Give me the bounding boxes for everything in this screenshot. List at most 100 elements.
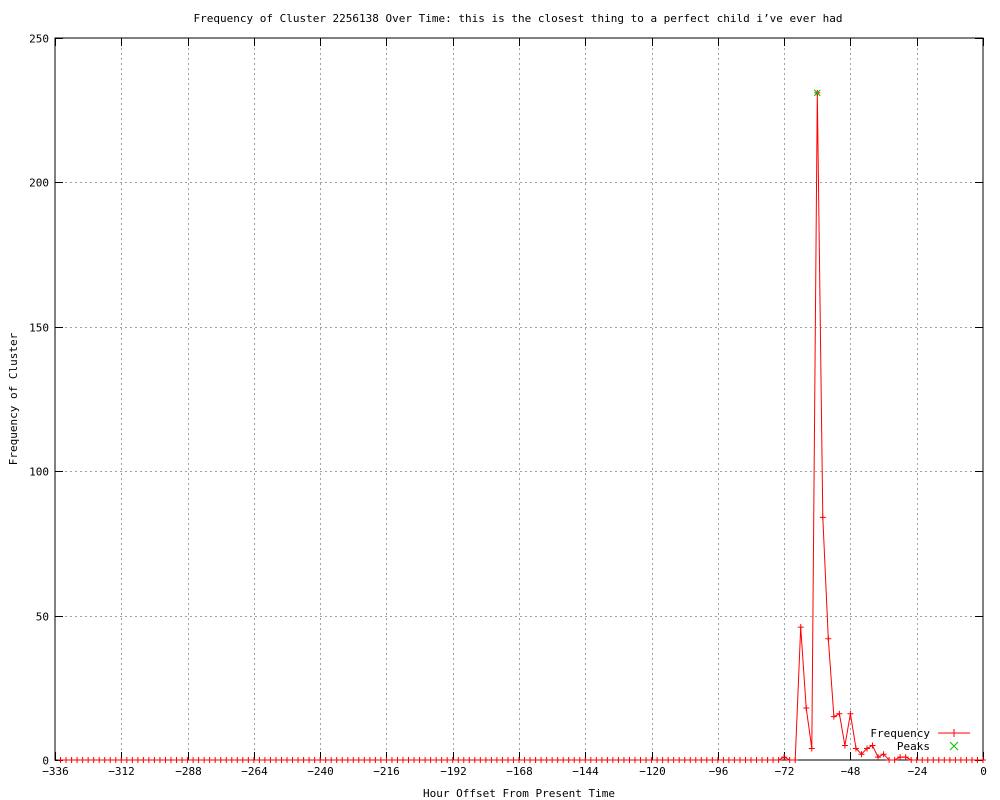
frequency-point <box>151 757 158 763</box>
frequency-point <box>383 757 390 763</box>
chart-title: Frequency of Cluster 2256138 Over Time: … <box>193 12 842 25</box>
frequency-point <box>206 757 213 763</box>
frequency-point <box>466 757 473 763</box>
frequency-point <box>957 757 964 763</box>
frequency-point <box>703 757 710 763</box>
frequency-point <box>792 757 799 763</box>
frequency-point <box>289 757 296 763</box>
frequency-point <box>632 757 638 763</box>
frequency-point <box>643 757 650 763</box>
frequency-point <box>803 705 810 712</box>
frequency-point <box>74 757 81 763</box>
frequency-point <box>366 757 373 763</box>
y-tick-label: 150 <box>29 322 49 335</box>
frequency-point <box>676 757 683 763</box>
frequency-point <box>118 757 125 763</box>
frequency-point <box>753 757 760 763</box>
frequency-point <box>510 757 517 763</box>
frequency-point <box>576 757 583 763</box>
frequency-point <box>427 757 434 763</box>
frequency-point <box>775 757 782 763</box>
frequency-point <box>538 757 545 763</box>
frequency-point <box>355 757 362 763</box>
frequency-point <box>212 757 219 763</box>
frequency-point <box>864 745 870 752</box>
frequency-point <box>875 754 882 761</box>
frequency-point <box>134 757 141 763</box>
frequency-point <box>924 757 931 763</box>
frequency-point <box>129 757 136 763</box>
x-tick-label: −312 <box>108 765 135 778</box>
x-tick-label: −192 <box>440 765 467 778</box>
frequency-point <box>306 757 313 763</box>
frequency-point <box>852 745 859 752</box>
frequency-point <box>140 757 147 763</box>
frequency-point <box>101 757 108 763</box>
frequency-point <box>156 757 163 763</box>
frequency-point <box>455 757 462 763</box>
frequency-point <box>90 757 97 763</box>
frequency-point <box>256 757 263 763</box>
frequency-point <box>836 710 843 717</box>
frequency-point <box>339 757 346 763</box>
frequency-point <box>736 757 743 763</box>
frequency-point <box>902 754 909 761</box>
frequency-point <box>604 757 611 763</box>
frequency-point <box>919 757 926 763</box>
frequency-point <box>145 757 152 763</box>
y-tick-label: 50 <box>36 611 49 624</box>
frequency-point <box>449 757 456 763</box>
series-layer <box>57 89 986 763</box>
frequency-point <box>609 757 616 763</box>
frequency-point <box>560 757 567 763</box>
frequency-point <box>107 757 114 763</box>
peak-point <box>813 89 821 97</box>
frequency-point <box>908 757 915 763</box>
legend-label-frequency: Frequency <box>870 727 930 740</box>
frequency-point <box>162 757 169 763</box>
frequency-point <box>68 757 75 763</box>
frequency-point <box>85 757 92 763</box>
frequency-point <box>593 757 600 763</box>
frequency-point <box>670 757 677 763</box>
frequency-point <box>698 757 705 763</box>
frequency-point <box>748 757 754 763</box>
frequency-point <box>665 757 672 763</box>
frequency-point <box>941 757 948 763</box>
axis-ticks: −336 −312 −288 −264 −240 −216 −192 −168 −144 −120… <box>29 33 987 779</box>
frequency-point <box>770 757 777 763</box>
frequency-point <box>234 757 241 763</box>
frequency-point <box>438 757 445 763</box>
x-tick-label: −72 <box>775 765 795 778</box>
frequency-point <box>709 757 716 763</box>
frequency-point <box>543 757 550 763</box>
frequency-point <box>372 757 379 763</box>
frequency-point <box>63 757 70 763</box>
frequency-point <box>692 757 699 763</box>
frequency-point <box>714 757 721 763</box>
frequency-point <box>847 710 854 717</box>
frequency-point <box>946 757 953 763</box>
x-tick-label: −24 <box>908 765 928 778</box>
frequency-point <box>516 757 522 763</box>
legend-label-peaks: Peaks <box>897 740 930 753</box>
frequency-point <box>223 757 230 763</box>
frequency-point <box>532 757 539 763</box>
frequency-point <box>731 757 738 763</box>
frequency-point <box>96 757 103 763</box>
frequency-point <box>184 757 191 763</box>
x-tick-label: −96 <box>709 765 729 778</box>
frequency-point <box>311 757 318 763</box>
frequency-point <box>504 757 511 763</box>
frequency-point <box>825 635 832 642</box>
frequency-point <box>781 754 788 761</box>
frequency-line <box>60 92 983 761</box>
frequency-point <box>880 751 887 758</box>
frequency-point <box>173 757 180 763</box>
frequency-point <box>201 757 208 763</box>
grid-lines <box>55 38 983 760</box>
frequency-point <box>582 757 589 763</box>
frequency-point <box>819 514 826 521</box>
frequency-point <box>333 757 340 763</box>
